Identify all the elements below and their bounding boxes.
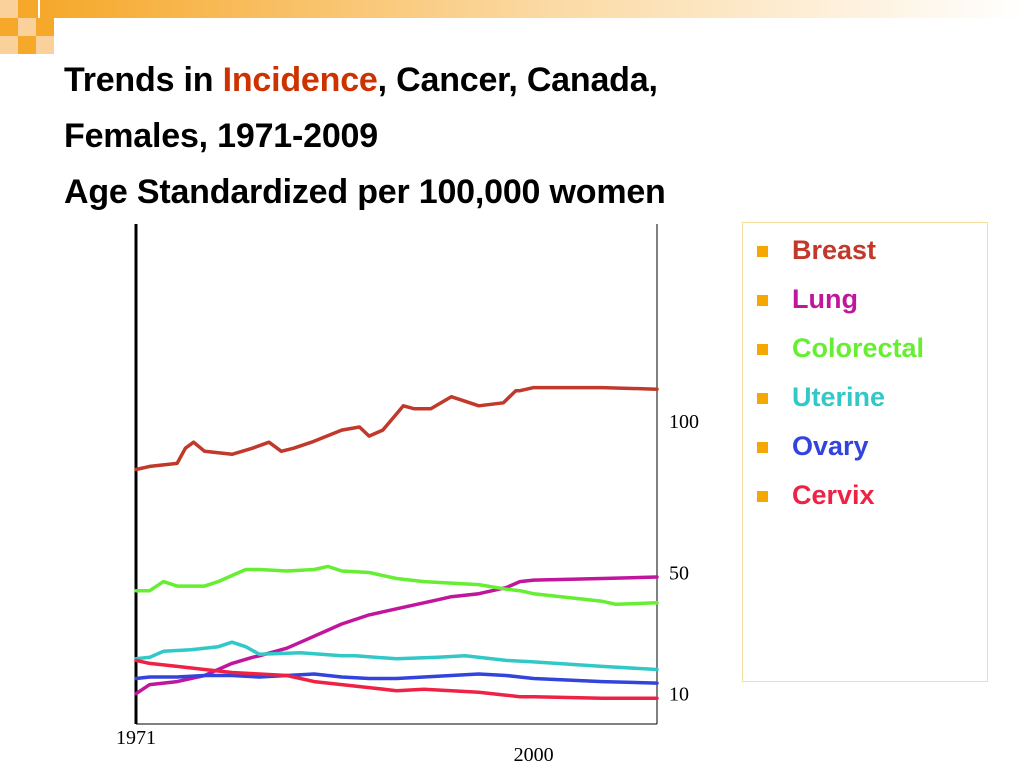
- legend-list: Breast Lung Colorectal Uterine Ovary Cervix: [743, 223, 987, 527]
- slide-title: Trends in Incidence, Cancer, Canada, Fem…: [64, 52, 666, 220]
- legend-item-lung: Lung: [757, 282, 987, 331]
- y-tick-label: 100: [669, 411, 699, 433]
- legend-bullet-icon: [757, 295, 768, 306]
- series-line-colorectal: [134, 564, 659, 607]
- legend-label: Ovary: [792, 431, 869, 461]
- legend-item-cervix: Cervix: [757, 478, 987, 527]
- legend-label: Breast: [792, 235, 877, 265]
- legend-label: Cervix: [792, 480, 875, 510]
- y-tick-label: 50: [669, 562, 689, 584]
- series-line-breast: [134, 385, 659, 472]
- series-line-uterine: [134, 640, 659, 672]
- series-line-cervix: [134, 658, 659, 700]
- x-tick-label: 2000: [514, 744, 554, 766]
- title-highlight: Incidence: [222, 61, 378, 99]
- series-line-ovary: [134, 672, 659, 685]
- legend-label: Colorectal: [792, 333, 925, 363]
- legend-label: Lung: [792, 284, 858, 314]
- y-tick-label: 10: [669, 684, 689, 706]
- title-part-1: Trends in: [64, 61, 223, 99]
- legend-item-colorectal: Colorectal: [757, 331, 987, 380]
- legend-bullet-icon: [757, 246, 768, 257]
- legend-label: Uterine: [792, 382, 886, 412]
- legend-bullet-icon: [757, 491, 768, 502]
- legend-item-ovary: Ovary: [757, 429, 987, 478]
- legend-bullet-icon: [757, 344, 768, 355]
- decorative-squares: [0, 0, 1024, 54]
- legend: Breast Lung Colorectal Uterine Ovary Cervix: [742, 222, 988, 682]
- title-line-1: Trends in Incidence, Cancer, Canada,: [64, 52, 666, 108]
- title-line-3: Age Standardized per 100,000 women: [64, 173, 666, 211]
- legend-item-breast: Breast: [757, 233, 987, 282]
- legend-bullet-icon: [757, 393, 768, 404]
- title-line-2: Females, 1971-2009: [64, 117, 378, 155]
- legend-item-uterine: Uterine: [757, 380, 987, 429]
- x-tick-label: 1971: [116, 727, 156, 749]
- legend-bullet-icon: [757, 442, 768, 453]
- title-part-2: , Cancer, Canada,: [377, 61, 658, 99]
